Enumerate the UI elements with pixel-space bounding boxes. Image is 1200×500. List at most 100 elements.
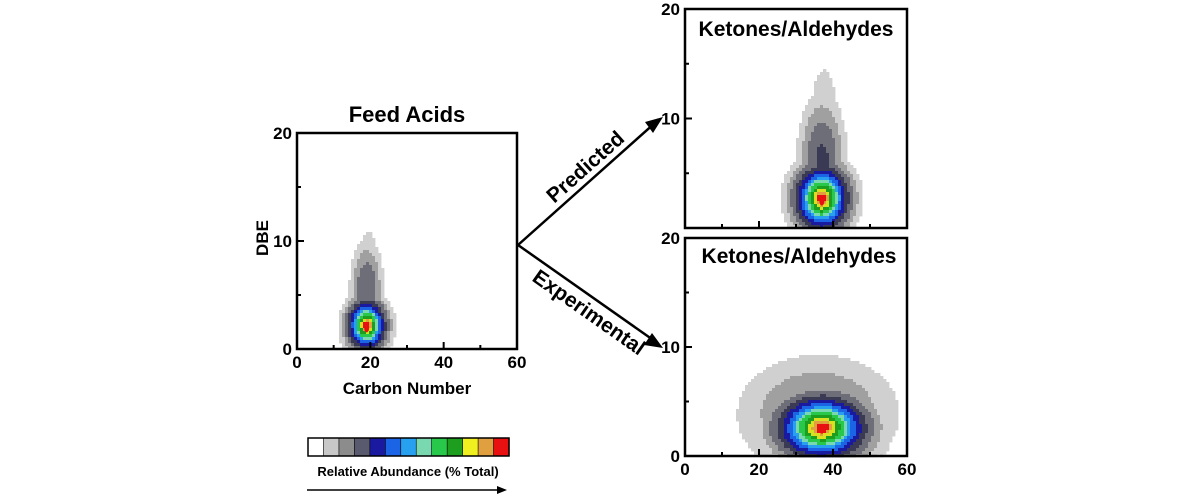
heatmap-cell xyxy=(369,250,373,254)
heatmap-cell xyxy=(366,250,370,254)
heatmap-cell xyxy=(829,198,833,202)
heatmap-cell xyxy=(745,433,749,437)
heatmap-cell xyxy=(805,367,809,371)
heatmap-cell xyxy=(862,424,866,428)
heatmap-cell xyxy=(829,126,833,130)
heatmap-cell xyxy=(757,433,761,437)
heatmap-cell xyxy=(829,418,833,422)
heatmap-cell xyxy=(835,171,839,175)
heatmap-cell xyxy=(369,247,373,251)
heatmap-cell xyxy=(856,201,860,205)
heatmap-cell xyxy=(366,283,370,287)
heatmap-cell xyxy=(351,328,355,332)
heatmap-cell xyxy=(378,256,382,260)
heatmap-cell xyxy=(814,105,818,109)
heatmap-cell xyxy=(763,370,767,374)
heatmap-cell xyxy=(856,406,860,410)
heatmap-cell xyxy=(838,358,842,362)
heatmap-cell xyxy=(820,84,824,88)
heatmap-cell xyxy=(781,442,785,446)
experimental-arrowhead xyxy=(644,333,663,348)
heatmap-cell xyxy=(823,430,827,434)
heatmap-cell xyxy=(820,111,824,115)
heatmap-cell xyxy=(814,84,818,88)
heatmap-cell xyxy=(814,379,818,383)
heatmap-cell xyxy=(829,409,833,413)
heatmap-cell xyxy=(763,388,767,392)
heatmap-cell xyxy=(796,436,800,440)
heatmap-cell xyxy=(826,84,830,88)
heatmap-cell xyxy=(826,156,830,160)
heatmap-cell xyxy=(796,219,800,223)
heatmap-cell xyxy=(802,430,806,434)
heatmap-cell xyxy=(889,394,893,398)
heatmap-cell xyxy=(787,382,791,386)
heatmap-cell xyxy=(802,159,806,163)
heatmap-cell xyxy=(366,313,370,317)
heatmap-cell xyxy=(838,222,842,226)
heatmap-cell xyxy=(387,337,391,341)
heatmap-cell xyxy=(745,421,749,425)
heatmap-cell xyxy=(799,192,803,196)
heatmap-cell xyxy=(817,90,821,94)
heatmap-cell xyxy=(778,391,782,395)
heatmap-cell xyxy=(820,225,824,229)
heatmap-cell xyxy=(363,295,367,299)
heatmap-cell xyxy=(841,150,845,154)
heatmap-cell xyxy=(820,135,824,139)
heatmap-cell xyxy=(372,247,376,251)
heatmap-cell xyxy=(850,207,854,211)
heatmap-cell xyxy=(760,415,764,419)
heatmap-cell xyxy=(372,256,376,260)
heatmap-cell xyxy=(889,430,893,434)
heatmap-cell xyxy=(832,397,836,401)
heatmap-cell xyxy=(880,385,884,389)
heatmap-cell xyxy=(811,123,815,127)
heatmap-cell xyxy=(769,400,773,404)
heatmap-cell xyxy=(372,346,376,350)
heatmap-cell xyxy=(889,391,893,395)
heatmap-cell xyxy=(342,331,346,335)
heatmap-cell xyxy=(844,382,848,386)
heatmap-cell xyxy=(375,262,379,266)
heatmap-cell xyxy=(832,117,836,121)
heatmap-cell xyxy=(372,298,376,302)
heatmap-cell xyxy=(886,391,890,395)
heatmap-cell xyxy=(829,90,833,94)
heatmap-cell xyxy=(832,111,836,115)
heatmap-cell xyxy=(823,78,827,82)
heatmap-cell xyxy=(832,400,836,404)
heatmap-cell xyxy=(853,424,857,428)
heatmap-cell xyxy=(378,262,382,266)
heatmap-cell xyxy=(360,298,364,302)
heatmap-cell xyxy=(817,156,821,160)
heatmap-cell xyxy=(772,364,776,368)
heatmap-cell xyxy=(811,361,815,365)
heatmap-cell xyxy=(856,210,860,214)
heatmap-cell xyxy=(817,415,821,419)
heatmap-cell xyxy=(820,415,824,419)
heatmap-cell xyxy=(856,388,860,392)
heatmap-cell xyxy=(790,415,794,419)
heatmap-cell xyxy=(808,448,812,452)
heatmap-cell xyxy=(850,436,854,440)
colorbar: Relative Abundance (% Total) xyxy=(307,437,510,494)
heatmap-cell xyxy=(351,286,355,290)
heatmap-cell xyxy=(342,316,346,320)
heatmap-cell xyxy=(802,385,806,389)
heatmap-cell xyxy=(808,135,812,139)
heatmap-cell xyxy=(366,295,370,299)
heatmap-cell xyxy=(802,207,806,211)
heatmap-cell xyxy=(847,174,851,178)
heatmap-cell xyxy=(799,201,803,205)
heatmap-cell xyxy=(799,409,803,413)
heatmap-cell xyxy=(841,367,845,371)
heatmap-cell xyxy=(835,364,839,368)
heatmap-cell xyxy=(793,171,797,175)
heatmap-cell xyxy=(841,147,845,151)
heatmap-cell xyxy=(829,105,833,109)
heatmap-cell xyxy=(357,274,361,278)
heatmap-cell xyxy=(772,445,776,449)
heatmap-cell xyxy=(796,162,800,166)
heatmap-cell xyxy=(883,406,887,410)
